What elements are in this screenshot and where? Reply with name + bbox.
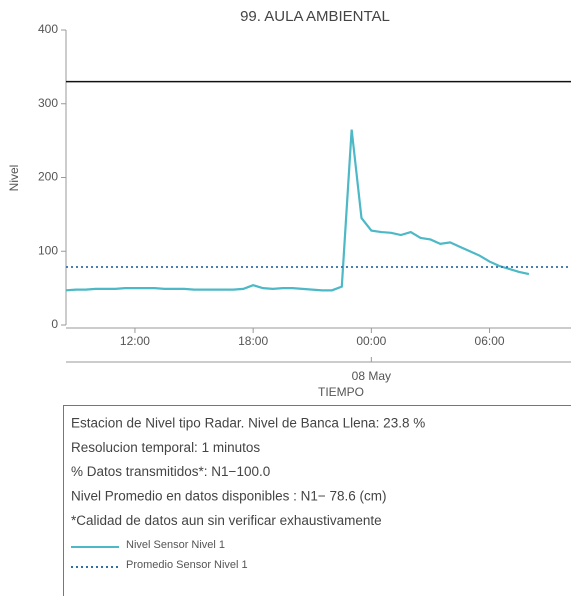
y-tick-label: 0 <box>51 317 58 331</box>
note-line: Resolucion temporal: 1 minutos <box>71 440 260 455</box>
note-line: *Calidad de datos aun sin verificar exha… <box>71 513 382 528</box>
legend-label: Nivel Sensor Nivel 1 <box>126 539 225 551</box>
y-tick-label: 300 <box>38 96 58 110</box>
legend-label: Promedio Sensor Nivel 1 <box>126 559 248 571</box>
y-tick-label: 100 <box>38 243 58 257</box>
x-tick-label: 00:00 <box>356 334 386 348</box>
y-tick-label: 400 <box>38 22 58 36</box>
y-tick-label: 200 <box>38 170 58 184</box>
y-axis-label: Nivel <box>7 165 21 192</box>
info-box <box>63 405 571 596</box>
x-tick-label: 18:00 <box>238 334 268 348</box>
x-axis-label: TIEMPO <box>318 385 364 399</box>
x-tick-sublabel: 08 May <box>352 369 391 383</box>
x-tick-label: 06:00 <box>475 334 505 348</box>
note-line: Nivel Promedio en datos disponibles : N1… <box>71 488 387 503</box>
data-line <box>65 129 530 292</box>
x-tick-label: 12:00 <box>120 334 150 348</box>
chart-title: 99. AULA AMBIENTAL <box>240 8 390 25</box>
note-line: Estacion de Nivel tipo Radar. Nivel de B… <box>71 416 425 431</box>
note-line: % Datos transmitidos*: N1−100.0 <box>71 464 270 479</box>
